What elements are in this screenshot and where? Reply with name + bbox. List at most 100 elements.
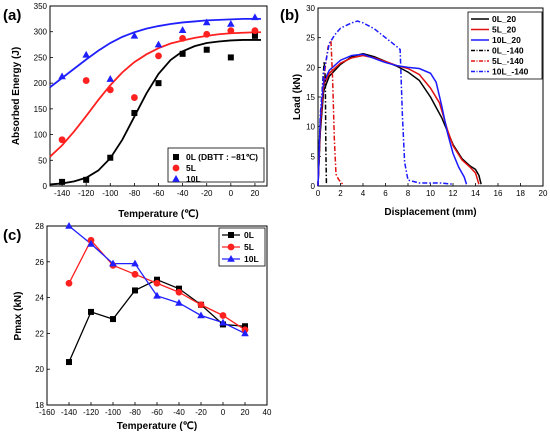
panel-a-fit-curve-1	[49, 31, 261, 158]
panel-c-ytick-label: 22	[35, 329, 44, 338]
panel-b-xtick-label: 4	[361, 189, 366, 198]
panel-c-legend-marker-2	[227, 255, 235, 262]
panel-a-legend-marker-1	[172, 164, 180, 172]
panel-c-legend-label-1: 5L	[244, 242, 254, 252]
panel-a-letter: (a)	[3, 7, 21, 24]
panel-a-point-0	[83, 176, 90, 183]
panel-a-point-2	[202, 18, 211, 26]
panel-a-point-0	[251, 32, 258, 39]
panel-b-legend-label-3: 0L_-140	[492, 46, 524, 56]
panel-a-point-2	[227, 20, 235, 27]
panel-b-series-line-3	[317, 61, 328, 187]
panel-b-xtick-label: 18	[516, 189, 525, 198]
panel-a-ylabel: Absorbed Energy (J)	[11, 47, 22, 145]
panel-b-xtick-label: 10	[426, 189, 435, 198]
panel-a-point-0	[179, 50, 186, 57]
panel-b-legend-label-5: 10L_-140	[492, 67, 529, 77]
panel-a-point-1	[227, 27, 235, 35]
panel-a-legend-label-2: 10L	[186, 174, 201, 184]
panel-b-ytick-label: 0	[311, 182, 316, 191]
panel-b-legend-label-1: 5L_20	[492, 25, 516, 35]
panel-b-ytick-label: 20	[306, 63, 315, 72]
panel-c-letter: (c)	[3, 227, 21, 244]
panel-c-point-2	[175, 298, 183, 306]
panel-a-point-0	[107, 154, 114, 161]
panel-b-xtick-label: 16	[494, 189, 503, 198]
panel-a-point-1	[82, 77, 90, 84]
panel-a-point-2	[130, 31, 139, 39]
panel-a-fit-curve-2	[49, 17, 261, 88]
panel-c-xtick-label: -140	[61, 408, 78, 417]
panel-c-point-0	[88, 308, 94, 315]
panel-a-legend-label-0: 0L (DBTT : −81℃)	[186, 152, 258, 162]
panel-a-point-1	[58, 136, 66, 144]
panel-b-letter: (b)	[280, 7, 299, 24]
panel-c-point-2	[153, 291, 161, 299]
panel-c-legend-label-2: 10L	[244, 254, 259, 264]
panel-a-point-0	[59, 178, 66, 185]
panel-a-legend-marker-2	[172, 175, 180, 182]
panel-c-ytick-label: 24	[35, 294, 44, 303]
panel-a-point-1	[179, 35, 187, 42]
panel-a-xtick-label: -100	[102, 189, 119, 198]
panel-a-xtick-label: 20	[250, 189, 259, 198]
panel-a-point-0	[155, 80, 162, 87]
panel-a-xlabel: Temperature (℃)	[118, 209, 199, 220]
panel-a-ytick-label: 100	[34, 131, 48, 140]
panel-c-legend-marker-0	[228, 232, 234, 238]
panel-b-series-line-0	[317, 52, 482, 187]
panel-a-point-2	[106, 75, 115, 82]
chart-panel-c: (c) -160 -140 -120 -100 -80 -60 -40 -20 0 20 40 18…	[3, 222, 272, 432]
panel-b-xtick-label: 12	[449, 189, 458, 198]
panel-c-point-2	[87, 239, 95, 247]
panel-b-ytick-label: 15	[306, 93, 315, 102]
panel-a-ytick-label: 50	[38, 156, 47, 165]
panel-c-legend-marker-1	[227, 243, 235, 251]
panel-c-xlabel: Temperature (℃)	[117, 421, 198, 432]
panel-b-ytick-label: 10	[306, 123, 315, 132]
panel-c-point-0	[66, 359, 72, 366]
panel-a-point-1	[155, 52, 162, 60]
panel-a-ytick-label: 200	[34, 79, 48, 88]
panel-c-point-1	[153, 279, 161, 287]
panel-c-xtick-label: -100	[105, 408, 122, 417]
panel-a-point-0	[131, 109, 138, 116]
panel-c-point-2	[109, 259, 117, 267]
panel-a-xtick-label: -140	[54, 189, 71, 198]
panel-a-xtick-label: 0	[229, 189, 234, 198]
panel-c-point-1	[219, 312, 227, 319]
panel-b-legend-label-0: 0L_20	[492, 14, 516, 24]
panel-b-ytick-label: 30	[306, 4, 315, 13]
panel-c-point-0	[110, 316, 116, 323]
panel-a-point-1	[203, 30, 211, 38]
panel-a-ytick-label: 250	[34, 53, 48, 62]
panel-b-xtick-label: 6	[383, 189, 388, 198]
panel-a-ytick-label: 150	[34, 105, 48, 114]
panel-c-point-2	[219, 318, 227, 326]
panel-a-ytick-label: 300	[34, 28, 48, 37]
panel-a-legend-box	[167, 147, 265, 183]
panel-a-xtick-label: -80	[129, 189, 141, 198]
panel-a-point-2	[251, 13, 259, 21]
panel-b-xtick-label: 20	[539, 189, 548, 198]
panel-a-xtick-label: -60	[153, 189, 165, 198]
panel-c-point-2	[131, 259, 139, 267]
panel-c-point-1	[65, 279, 73, 287]
chart-panel-b: (b) 0 2 4 6 8 10 12 14 16 18 20 0 5 10 15 20 25 30 Displ…	[280, 4, 548, 218]
panel-b-xtick-label: 0	[316, 189, 321, 198]
panel-c-xtick-label: -120	[83, 408, 100, 417]
panel-a-legend-label-1: 5L	[186, 163, 196, 173]
panel-c-point-2	[65, 222, 73, 229]
panel-c-point-2	[241, 329, 249, 337]
panel-c-point-1	[197, 301, 205, 309]
panel-c-xtick-label: 20	[241, 408, 250, 417]
panel-b-xtick-label: 8	[406, 189, 411, 198]
panel-c-legend-label-0: 0L	[244, 230, 254, 240]
panel-a-xtick-label: -20	[201, 189, 213, 198]
panel-c-xtick-label: 40	[263, 408, 272, 417]
panel-a-point-2	[154, 40, 163, 48]
panel-a-ytick-label: 350	[34, 2, 48, 11]
panel-c-xtick-label: -40	[173, 408, 185, 417]
panel-b-legend-label-4: 5L_-140	[492, 56, 524, 66]
